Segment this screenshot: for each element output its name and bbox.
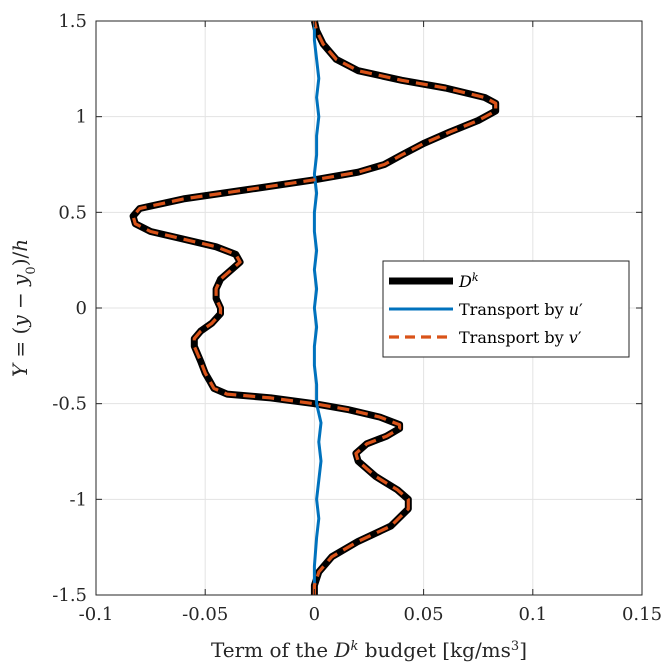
- legend-label: Transport by u′: [459, 300, 583, 319]
- y-tick-label: -1: [69, 489, 87, 510]
- y-tick-label: 0.5: [58, 202, 87, 223]
- x-axis-label: Term of the Dk budget [kg/ms3]: [211, 638, 527, 662]
- y-tick-label: -1.5: [52, 585, 87, 606]
- series-line-transport-u: [312, 21, 323, 595]
- series-line-transport-v: [131, 20, 498, 595]
- y-tick-label: -0.5: [52, 394, 87, 415]
- x-tick-label: 0: [309, 604, 320, 625]
- x-tick-label: 0.15: [622, 604, 662, 625]
- x-tick-label: 0.05: [404, 604, 444, 625]
- legend-label: Transport by v′: [459, 328, 582, 347]
- legend-label: Dk: [458, 271, 479, 292]
- ticks: [95, 20, 643, 596]
- y-tick-label: 1: [76, 107, 87, 128]
- y-tick-label: 1.5: [58, 11, 87, 32]
- x-tick-label: 0.1: [518, 604, 547, 625]
- legend: Dk Transport by u′ Transport by v′: [382, 260, 630, 358]
- y-axis-label: Y = (y − y0)/h: [8, 239, 39, 377]
- x-tick-label: -0.1: [79, 604, 114, 625]
- x-tick-label: -0.05: [182, 604, 228, 625]
- y-tick-label: 0: [76, 298, 87, 319]
- series-group: [129, 20, 500, 595]
- tick-labels: -0.1 -0.05 0 0.05 0.1 0.15 -1.5 -1 -0.5 0 0.5 1 1.5: [52, 11, 662, 625]
